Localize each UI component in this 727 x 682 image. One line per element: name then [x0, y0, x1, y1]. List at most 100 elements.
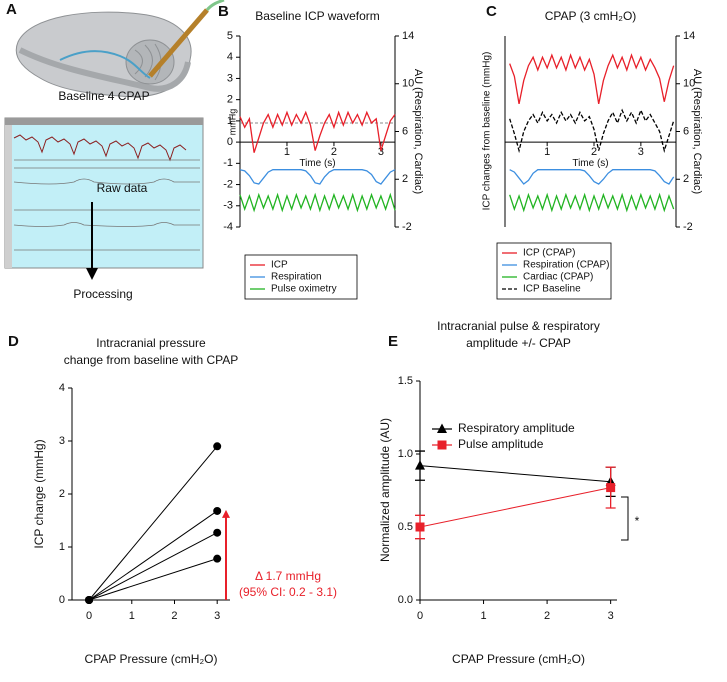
- data-point: [415, 460, 425, 470]
- y-tick-label: 1: [227, 115, 233, 127]
- legend-label: Respiration (CPAP): [523, 260, 610, 271]
- y2-tick-label: 14: [402, 30, 414, 42]
- y2-axis-label: AU (Respiration, Cardiac): [412, 69, 424, 194]
- series-line: [419, 465, 611, 483]
- x-tick-label: 1: [480, 610, 486, 622]
- legend-box: [244, 254, 358, 300]
- y2-tick-label: -2: [402, 221, 412, 233]
- chart-title: amplitude +/- CPAP: [466, 336, 571, 350]
- y2-tick-label: 10: [683, 78, 695, 90]
- series-line: [239, 169, 396, 185]
- y2-tick-label: 2: [683, 173, 689, 185]
- legend-label: ICP Baseline: [523, 284, 581, 295]
- legend-label: Pulse oximetry: [271, 284, 337, 295]
- y-tick-label: 3: [227, 72, 233, 84]
- y2-tick-label: -2: [683, 221, 693, 233]
- y-tick-label: 5: [227, 30, 233, 42]
- y-tick-label: 0.5: [398, 521, 413, 533]
- x-tick-label: 3: [214, 610, 220, 622]
- data-point: [85, 596, 94, 604]
- chart-title: Intracranial pressure: [96, 336, 206, 350]
- probe-cable: [205, 0, 225, 12]
- y2-tick-label: 6: [683, 125, 689, 137]
- panel-label: C: [486, 3, 497, 20]
- step-label: Processing: [73, 287, 132, 301]
- cerebellum: [125, 39, 175, 85]
- data-point: [213, 506, 222, 515]
- annotation: Δ 1.7 mmHg: [255, 569, 321, 583]
- screenshot-bar: [5, 118, 203, 125]
- brain-shadow: [18, 47, 191, 92]
- y2-tick-label: 2: [402, 173, 408, 185]
- y-axis-label: ICP change (mmHg): [32, 439, 46, 548]
- arrow-head: [86, 268, 98, 280]
- x-tick-label: 0: [86, 610, 92, 622]
- chart-title: Intracranial pulse & respiratory: [437, 319, 600, 333]
- legend-label: ICP: [271, 260, 288, 271]
- x-tick-label: 3: [378, 146, 384, 158]
- significance: *: [635, 514, 640, 528]
- screenshot-traces: [13, 159, 200, 251]
- y-tick-label: 3: [59, 435, 65, 447]
- legend-label: Pulse amplitude: [458, 437, 544, 451]
- y-tick-label: 1.0: [398, 448, 413, 460]
- legend-marker: [437, 423, 447, 433]
- panel-label: E: [388, 333, 398, 350]
- chart-title: Baseline ICP waveform: [255, 9, 380, 23]
- series-line: [509, 169, 675, 185]
- series-line: [509, 192, 675, 213]
- y-tick-label: 4: [227, 51, 233, 63]
- data-point: [415, 522, 425, 532]
- y2-tick-label: 6: [402, 125, 408, 137]
- data-point: [213, 442, 222, 451]
- y2-tick-label: 14: [683, 30, 695, 42]
- legend-label: ICP (CPAP): [523, 248, 575, 259]
- annotation-arrow-head: [222, 509, 230, 518]
- x-axis-label: Time (s): [299, 158, 335, 169]
- annotation: (95% CI: 0.2 - 3.1): [239, 585, 337, 599]
- series-line: [239, 192, 396, 213]
- x-axis-label: Time (s): [572, 158, 608, 169]
- y-tick-label: 1: [59, 541, 65, 553]
- series-line: [509, 108, 675, 154]
- legend-label: Respiratory amplitude: [458, 421, 575, 435]
- x-tick-label: 2: [544, 610, 550, 622]
- data-point: [213, 528, 222, 537]
- series-line: [88, 532, 218, 601]
- screenshot-wave: [13, 134, 187, 162]
- panel-a-illustration: Baseline 4 CPAP Raw data Processing: [4, 0, 225, 301]
- y-tick-label: 0.0: [398, 594, 413, 606]
- y-axis-label: ICP changes from baseline (mmHg): [482, 52, 493, 211]
- x-tick-label: 3: [638, 146, 644, 158]
- y-tick-label: 0: [59, 594, 65, 606]
- x-tick-label: 3: [608, 610, 614, 622]
- y-axis-label: mmHg: [227, 109, 237, 136]
- y-tick-label: 1.5: [398, 375, 413, 387]
- panel-label: B: [218, 3, 229, 20]
- data-point: [213, 554, 222, 563]
- series-line: [88, 510, 218, 601]
- x-axis-label: CPAP Pressure (cmH₂O): [85, 652, 218, 666]
- legend-marker: [437, 440, 447, 450]
- series-line: [419, 487, 611, 528]
- y-tick-label: -4: [223, 221, 233, 233]
- x-tick-label: 0: [417, 610, 423, 622]
- series-line: [239, 110, 396, 153]
- series-line: [88, 558, 218, 601]
- panel-label: D: [8, 333, 19, 350]
- panel-label: A: [6, 1, 17, 18]
- x-tick-label: 2: [591, 146, 597, 158]
- y-tick-label: 4: [59, 382, 65, 394]
- x-tick-label: 2: [331, 146, 337, 158]
- legend-label: Cardiac (CPAP): [523, 272, 593, 283]
- legend-label: Respiration: [271, 272, 322, 283]
- chart-title: CPAP (3 cmH₂O): [545, 9, 637, 23]
- y2-tick-label: 10: [402, 78, 414, 90]
- chart-title: change from baseline with CPAP: [64, 353, 239, 367]
- y-tick-label: 0: [227, 136, 233, 148]
- x-tick-label: 1: [129, 610, 135, 622]
- legend-box: [496, 242, 612, 300]
- series-line: [509, 53, 675, 105]
- probe: [148, 8, 209, 78]
- y-tick-label: -2: [223, 178, 233, 190]
